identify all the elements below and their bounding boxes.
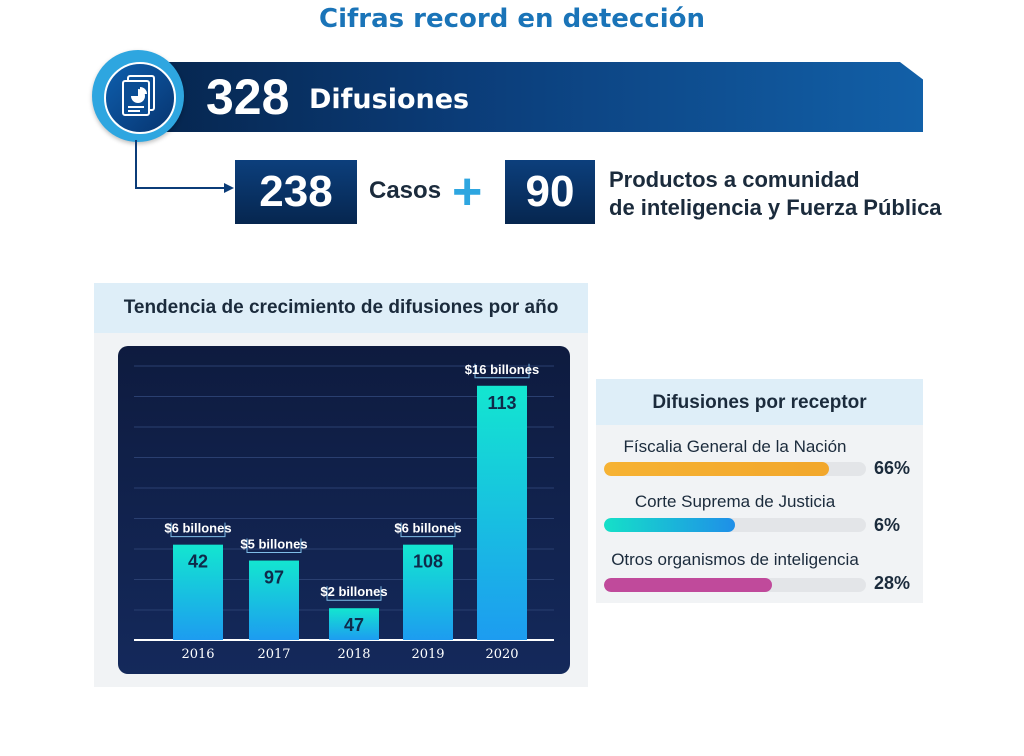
report-document-icon xyxy=(122,75,155,116)
receptor-bar-corte xyxy=(604,518,866,532)
bar-value-label: 113 xyxy=(487,393,516,413)
productos-number: 90 xyxy=(505,160,595,224)
x-tick-label: 2018 xyxy=(337,647,370,662)
bar-value-label: 47 xyxy=(344,615,364,635)
page-title: Cifras record en detección xyxy=(318,4,706,34)
productos-label: Productos a comunidad de inteligencia y … xyxy=(609,166,942,222)
icon-badge-inner xyxy=(104,62,176,134)
receptor-bar-fiscalia xyxy=(604,462,866,476)
receptor-fill-otros xyxy=(604,578,772,592)
chart-title: Tendencia de crecimiento de difusiones p… xyxy=(123,297,559,318)
receptor-bar-otros xyxy=(604,578,866,592)
receptor-fill-corte xyxy=(604,518,735,532)
bar-value-label: 108 xyxy=(413,552,443,572)
bar-annotation-label: $16 billones xyxy=(465,362,539,377)
bar-2016 xyxy=(173,544,223,640)
productos-label-line2: de inteligencia y Fuerza Pública xyxy=(609,195,942,220)
bar-value-label: 42 xyxy=(188,552,208,572)
bar-annotation-label: $2 billones xyxy=(320,584,387,599)
x-tick-label: 2017 xyxy=(257,647,290,662)
casos-number: 238 xyxy=(235,160,357,224)
plus-icon: + xyxy=(452,163,483,221)
receptor-label-corte: Corte Suprema de Justicia xyxy=(634,492,836,511)
bar-2019 xyxy=(403,544,453,640)
productos-label-line1: Productos a comunidad xyxy=(609,167,860,192)
receptor-label-fiscalia: Físcalia General de la Nación xyxy=(623,437,847,456)
bar-2018 xyxy=(329,608,379,640)
chart-header xyxy=(94,283,588,333)
receptor-percent-otros: 28% xyxy=(874,573,911,593)
annotation-bracket xyxy=(474,363,530,379)
annotation-bracket xyxy=(170,522,226,538)
receptor-header xyxy=(596,379,923,425)
x-tick-label: 2019 xyxy=(411,647,444,662)
bar-chart: 42 $6 billones 2016 97 $5 billones 2017 47 $2 b… xyxy=(118,346,570,674)
total-banner xyxy=(155,62,923,132)
receptor-percent-fiscalia: 66% xyxy=(874,458,911,478)
connector-arrow-icon xyxy=(135,140,234,193)
bar-annotation-label: $6 billones xyxy=(164,521,231,536)
bar-annotation-label: $6 billones xyxy=(394,521,461,536)
bar-chart-svg: 42 $6 billones 2016 97 $5 billones 2017 47 $2 b… xyxy=(134,362,554,662)
x-tick-label: 2020 xyxy=(485,647,518,662)
bar-2020 xyxy=(477,385,527,640)
receptor-title: Difusiones por receptor xyxy=(652,392,867,413)
total-number: 328 xyxy=(206,69,290,125)
receptor-label-otros: Otros organismos de inteligencia xyxy=(611,550,859,569)
annotation-bracket xyxy=(400,522,456,538)
receptor-fill-fiscalia xyxy=(604,462,830,476)
receptor-percent-corte: 6% xyxy=(874,515,901,535)
casos-label: Casos xyxy=(369,177,442,204)
total-label: Difusiones xyxy=(309,84,470,115)
bar-2017 xyxy=(249,560,299,640)
x-tick-label: 2016 xyxy=(181,647,214,662)
annotation-bracket xyxy=(246,538,302,554)
annotation-bracket xyxy=(326,586,382,601)
bar-value-label: 97 xyxy=(264,568,284,588)
bar-annotation-label: $5 billones xyxy=(240,537,307,552)
